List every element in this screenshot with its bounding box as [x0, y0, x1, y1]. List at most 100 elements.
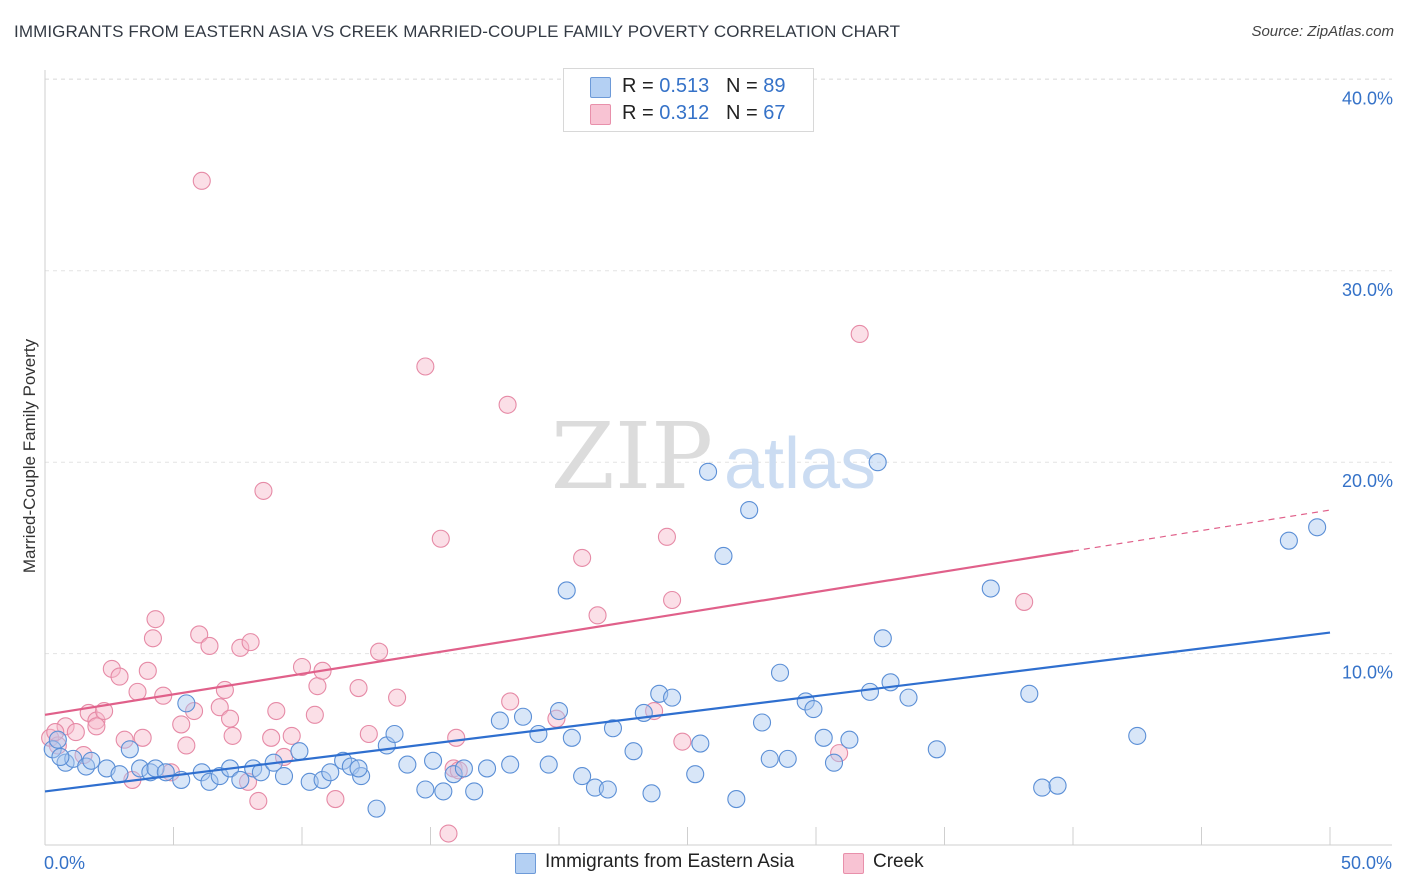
- creek-point: [501, 692, 520, 711]
- creek-point: [177, 736, 196, 755]
- eastern-asia-point: [477, 759, 497, 778]
- eastern-asia-point: [274, 767, 294, 786]
- eastern-asia-point: [231, 770, 250, 789]
- eastern-asia-point: [699, 462, 718, 481]
- eastern-asia-point: [513, 707, 533, 726]
- bottom-legend-label-pink: Creek: [873, 851, 924, 872]
- creek-point: [349, 679, 368, 698]
- y-tick-label: 30.0%: [1342, 280, 1393, 300]
- creek-point: [215, 680, 234, 700]
- creek-point: [87, 717, 106, 736]
- eastern-asia-point: [43, 740, 62, 759]
- correlation-legend: R = 0.513 N = 89 R = 0.312 N = 67: [563, 68, 814, 132]
- creek-point: [192, 171, 211, 190]
- creek-point: [308, 677, 327, 696]
- eastern-asia-point: [210, 767, 229, 786]
- creek-point: [241, 633, 260, 652]
- eastern-asia-point: [770, 663, 790, 682]
- eastern-asia-point: [321, 763, 340, 782]
- creek-point: [305, 705, 324, 724]
- eastern-asia-point: [840, 730, 859, 749]
- creek-point: [850, 324, 869, 344]
- eastern-asia-point: [434, 782, 453, 801]
- bottom-legend-swatch-pink: [843, 853, 864, 874]
- creek-point: [223, 726, 242, 745]
- eastern-asia-point: [539, 755, 558, 774]
- chart-title: IMMIGRANTS FROM EASTERN ASIA VS CREEK MA…: [14, 22, 901, 41]
- creek-point: [66, 723, 85, 742]
- eastern-asia-point: [444, 765, 463, 784]
- axes: [44, 70, 1392, 846]
- y-axis-label: Married-Couple Family Poverty: [20, 338, 39, 573]
- eastern-asia-point: [385, 724, 404, 744]
- eastern-asia-point: [48, 730, 67, 749]
- eastern-asia-point: [131, 759, 150, 778]
- pink-trend-line: [44, 549, 1074, 716]
- bottom-legend-swatch-blue: [515, 853, 536, 874]
- eastern-asia-point: [51, 747, 70, 767]
- eastern-asia-point: [873, 629, 892, 648]
- creek-point: [292, 657, 312, 677]
- blue-trend-line: [44, 631, 1331, 793]
- creek-point: [128, 682, 147, 701]
- creek-point: [102, 659, 121, 678]
- eastern-asia-point: [642, 784, 661, 803]
- creek-point: [447, 728, 466, 747]
- trend-lines: [44, 509, 1331, 793]
- eastern-asia-point: [1033, 778, 1052, 797]
- creek-point: [1015, 592, 1034, 611]
- eastern-asia-point: [490, 711, 509, 730]
- eastern-asia-point: [1128, 726, 1147, 745]
- creek-point: [231, 638, 250, 657]
- eastern-asia-point: [899, 688, 918, 707]
- creek-point: [326, 790, 345, 809]
- x-tick-label: 50.0%: [1341, 853, 1392, 873]
- creek-point: [588, 606, 607, 625]
- creek-point: [370, 642, 389, 661]
- creek-point: [185, 701, 204, 721]
- eastern-asia-point: [760, 749, 779, 768]
- creek-point: [87, 711, 106, 730]
- creek-point: [133, 728, 152, 747]
- legend-swatch-pink: [590, 104, 611, 125]
- eastern-asia-point: [529, 724, 548, 744]
- grid-lines: [45, 78, 1392, 655]
- eastern-asia-point: [714, 546, 733, 566]
- bottom-legend-label-blue: Immigrants from Eastern Asia: [545, 851, 795, 872]
- eastern-asia-point: [82, 751, 101, 770]
- eastern-asia-points: [43, 453, 1327, 818]
- eastern-asia-point: [1048, 776, 1067, 795]
- eastern-asia-point: [313, 770, 332, 789]
- eastern-asia-point: [868, 453, 887, 472]
- creek-point: [830, 744, 849, 763]
- creek-point: [220, 709, 240, 728]
- eastern-asia-point: [110, 765, 129, 784]
- creek-point: [359, 724, 378, 744]
- y-tick-label: 40.0%: [1342, 88, 1393, 108]
- eastern-asia-point: [1279, 531, 1298, 550]
- legend-swatch-blue: [590, 77, 611, 98]
- eastern-asia-point: [804, 700, 823, 719]
- creek-point: [249, 791, 268, 811]
- eastern-asia-point: [740, 500, 759, 520]
- eastern-asia-point: [691, 734, 710, 753]
- eastern-asia-point: [557, 581, 576, 600]
- eastern-asia-point: [663, 688, 682, 707]
- creek-point: [146, 610, 165, 629]
- eastern-asia-point: [290, 742, 309, 761]
- eastern-asia-point: [727, 790, 746, 809]
- eastern-asia-point: [416, 780, 435, 799]
- y-tick-label: 10.0%: [1342, 663, 1393, 683]
- creek-point: [115, 730, 134, 749]
- watermark-atlas: atlas: [724, 424, 876, 504]
- eastern-asia-point: [814, 728, 833, 747]
- creek-point: [110, 667, 129, 686]
- creek-point: [282, 726, 301, 745]
- eastern-asia-point: [77, 757, 96, 776]
- eastern-asia-point: [573, 767, 592, 786]
- eastern-asia-point: [686, 765, 705, 784]
- creek-point: [254, 481, 273, 500]
- eastern-asia-point: [120, 740, 139, 759]
- creek-point: [172, 715, 191, 734]
